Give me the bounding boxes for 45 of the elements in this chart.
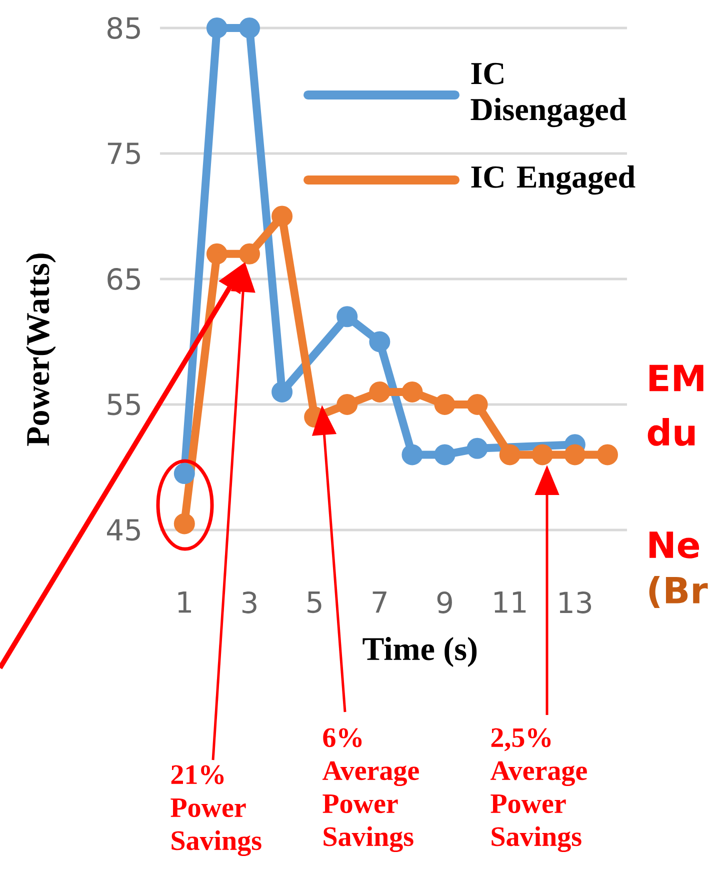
x-tick-label: 5 (308, 592, 322, 614)
point (272, 206, 293, 227)
point (206, 243, 228, 264)
y-tick-label: 45 (107, 519, 140, 541)
x-tick-label: 11 (494, 592, 526, 613)
point (174, 463, 195, 484)
text: du (648, 418, 695, 446)
point (402, 444, 423, 466)
point (238, 17, 260, 38)
text: Ne (650, 532, 700, 558)
point (336, 394, 358, 415)
y-tick-label: 85 (108, 17, 140, 39)
point (369, 331, 390, 352)
y-tick-label: 55 (108, 394, 140, 416)
point (369, 381, 390, 402)
point (466, 394, 488, 415)
legend-label: IC Disengaged (470, 62, 626, 128)
text: EM (650, 364, 704, 392)
legend-label: IC Engaged (471, 165, 636, 195)
point (174, 513, 195, 534)
text: 21% Power Savings (170, 765, 262, 856)
point (336, 306, 358, 328)
x-tick-label: 1 (178, 592, 191, 613)
point (532, 444, 553, 466)
point (466, 438, 488, 459)
x-tick-label: 9 (437, 592, 452, 614)
point (402, 381, 423, 402)
x-tick-label: 13 (560, 592, 592, 614)
point (434, 394, 456, 415)
y-axis-title: Power(Watts) (26, 254, 56, 446)
x-axis-title: Time (s) (362, 637, 477, 667)
point (206, 17, 228, 38)
y-tick-label: 75 (108, 142, 140, 164)
point (434, 444, 456, 466)
text: (Br (649, 576, 708, 608)
x-tick-label: 3 (242, 592, 256, 614)
point (564, 444, 586, 466)
text: 6% Average Power Savings (322, 728, 419, 852)
x-tick-label: 7 (372, 592, 386, 613)
text: 2,5% Average Power Savings (490, 728, 587, 852)
point (499, 444, 520, 466)
y-tick-label: 65 (108, 268, 140, 290)
point (238, 243, 260, 264)
point (596, 444, 618, 466)
point (272, 381, 293, 402)
